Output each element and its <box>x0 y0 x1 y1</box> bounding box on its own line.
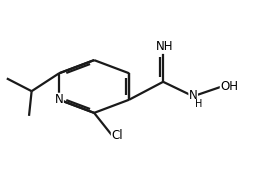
Text: Cl: Cl <box>111 129 123 142</box>
Text: NH: NH <box>156 40 173 53</box>
Text: N: N <box>189 89 197 102</box>
Text: OH: OH <box>220 80 238 93</box>
Text: H: H <box>195 99 202 110</box>
Text: N: N <box>55 93 63 106</box>
